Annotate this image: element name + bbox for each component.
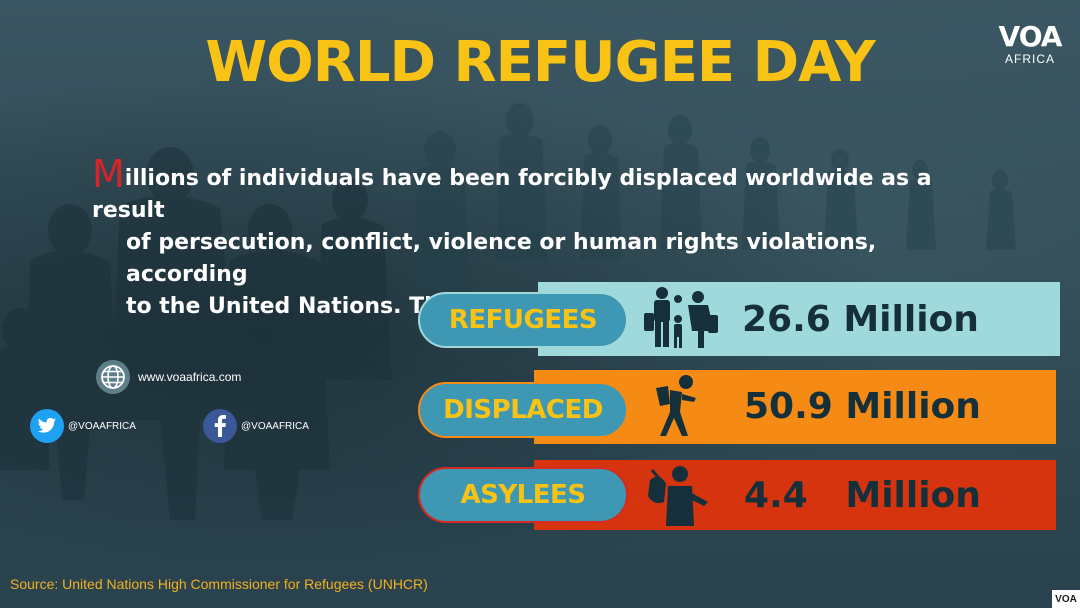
intro-line-1-text: illions of individuals have been forcibl… — [92, 166, 932, 223]
globe-icon — [96, 360, 130, 394]
logo-subtitle: AFRICA — [1004, 52, 1055, 66]
refugees-value: 26.6 Million — [742, 299, 979, 340]
facebook-link[interactable]: @VOAAFRICA — [203, 409, 309, 443]
website-link[interactable]: www.voaafrica.com — [96, 360, 241, 394]
voa-africa-logo: VOA AFRICA — [998, 20, 1063, 67]
intro-paragraph: Millions of individuals have been forcib… — [92, 155, 972, 323]
twitter-link[interactable]: @VOAAFRICA — [30, 409, 136, 443]
intro-line-1: Millions of individuals have been forcib… — [92, 155, 972, 227]
person-with-bundle-icon — [656, 375, 696, 436]
intro-dropcap: M — [92, 152, 125, 196]
twitter-handle: @VOAAFRICA — [68, 420, 136, 432]
asylees-label: ASYLEES — [418, 467, 628, 523]
logo-mark: VOA — [998, 20, 1063, 53]
voa-corner-badge: VOA — [1052, 590, 1080, 608]
intro-line-2: of persecution, conflict, violence or hu… — [126, 230, 877, 287]
facebook-icon — [203, 409, 237, 443]
source-caption: Source: United Nations High Commissioner… — [10, 576, 428, 592]
family-refugees-icon — [644, 287, 718, 348]
facebook-handle: @VOAAFRICA — [241, 420, 309, 432]
displaced-value: 50.9 Million — [744, 386, 981, 427]
displaced-label: DISPLACED — [418, 382, 628, 438]
asylees-value: 4.4 Million — [744, 475, 981, 516]
person-carrying-bag-icon — [648, 466, 708, 526]
twitter-icon — [30, 409, 64, 443]
page-title: WORLD REFUGEE DAY — [205, 30, 875, 95]
refugees-label: REFUGEES — [418, 292, 628, 348]
website-text: www.voaafrica.com — [138, 370, 242, 384]
